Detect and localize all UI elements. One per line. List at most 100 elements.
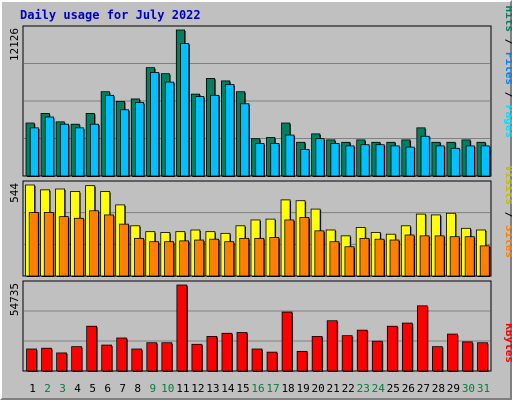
bar-kbytes-day-23 [356,329,368,372]
bar-files-day-24 [375,144,385,177]
bar-kbytes-day-24 [371,340,383,372]
bar-sites-day-18 [284,219,295,277]
bar-files-day-21 [330,143,340,177]
bar-files-day-20 [315,138,325,177]
bar-kbytes-day-12 [191,343,203,372]
bar-files-day-7 [120,109,130,177]
x-tick-label-day-11: 11 [176,382,189,395]
bar-files-day-11 [180,43,190,177]
x-tick-label-day-3: 3 [59,382,66,395]
bar-sites-day-22 [344,246,355,277]
bar-files-day-10 [165,81,175,177]
bar-sites-day-15 [239,237,250,277]
bar-files-day-12 [195,96,205,177]
bar-kbytes-day-9 [146,342,158,372]
legend-entry-sites: Sites [503,225,512,258]
bar-sites-day-25 [389,239,400,277]
bar-sites-day-19 [299,217,310,277]
bar-kbytes-day-31 [477,342,488,372]
bar-kbytes-day-6 [101,344,113,372]
bar-files-day-13 [210,94,220,177]
bar-sites-day-10 [164,241,174,277]
bar-files-day-27 [420,135,430,177]
bar-files-day-4 [74,127,84,177]
bar-kbytes-day-14 [221,332,233,372]
bar-sites-day-7 [119,223,129,277]
bar-kbytes-day-16 [251,348,263,372]
bar-files-day-18 [285,134,295,177]
bar-files-day-1 [29,127,39,177]
bar-sites-day-12 [194,239,205,277]
bar-sites-day-29 [449,236,460,277]
legend-hits-files-pages: Hits / Files / Pages [503,6,512,139]
x-tick-label-day-20: 20 [312,382,325,395]
bar-kbytes-day-30 [462,341,473,372]
x-tick-label-day-5: 5 [89,382,96,395]
legend-entry-visits: Visits [503,165,512,205]
bar-kbytes-day-17 [266,351,278,372]
x-tick-label-day-25: 25 [387,382,400,395]
x-tick-label-day-8: 8 [134,382,141,395]
bar-files-day-31 [480,145,490,177]
legend-entry-kbytes: KBytes [503,323,512,363]
bar-kbytes-day-15 [236,332,248,372]
bar-sites-day-26 [404,234,415,277]
bar-files-day-25 [390,145,400,177]
bar-sites-day-1 [28,212,39,277]
bar-sites-day-28 [434,235,445,277]
bar-kbytes-day-19 [296,350,308,372]
bar-files-day-19 [300,149,310,177]
bar-sites-day-3 [58,216,69,277]
x-tick-label-day-1: 1 [29,382,36,395]
bar-kbytes-day-8 [131,348,143,372]
x-tick-label-day-16: 16 [251,382,264,395]
bar-kbytes-day-3 [56,352,67,372]
legend-entry-pages: Pages [503,105,512,138]
x-tick-label-day-18: 18 [281,382,294,395]
bar-files-day-23 [360,144,370,177]
bar-kbytes-day-13 [206,336,218,372]
x-tick-label-day-15: 15 [236,382,249,395]
bar-files-day-17 [270,143,280,177]
bar-files-day-5 [89,123,100,177]
bar-files-day-15 [240,103,250,177]
x-tick-label-day-24: 24 [372,382,386,395]
bar-sites-day-5 [88,210,99,277]
x-tick-label-day-29: 29 [447,382,460,395]
bar-sites-day-9 [149,241,159,277]
x-tick-label-day-27: 27 [417,382,430,395]
x-tick-label-day-12: 12 [191,382,204,395]
bar-kbytes-day-28 [432,346,443,372]
bar-files-day-28 [435,145,445,177]
x-tick-label-day-30: 30 [462,382,475,395]
bar-sites-day-6 [104,214,114,277]
bar-files-day-26 [405,146,415,177]
bar-kbytes-day-27 [416,305,428,372]
bar-sites-day-27 [419,235,430,277]
bar-files-day-29 [450,147,460,177]
bar-sites-day-14 [224,241,235,277]
x-tick-label-day-17: 17 [266,382,279,395]
x-tick-label-day-23: 23 [357,382,370,395]
bar-sites-day-13 [209,238,220,277]
bar-sites-day-8 [134,237,144,277]
x-tick-label-day-26: 26 [402,382,415,395]
bar-kbytes-day-26 [401,322,413,372]
bar-kbytes-day-10 [161,342,173,372]
bar-kbytes-day-29 [447,333,458,372]
x-tick-label-day-13: 13 [206,382,219,395]
x-tick-label-day-4: 4 [74,382,81,395]
bar-kbytes-day-22 [341,335,353,372]
bar-sites-day-30 [464,236,475,277]
bar-sites-day-20 [314,230,325,277]
x-tick-label-day-7: 7 [119,382,126,395]
x-tick-label-day-2: 2 [44,382,51,395]
bar-files-day-22 [345,145,355,177]
bar-kbytes-day-4 [71,346,82,372]
bar-sites-day-17 [269,237,280,277]
bar-kbytes-day-2 [41,347,52,372]
x-tick-label-day-6: 6 [104,382,111,395]
x-tick-label-day-14: 14 [221,382,235,395]
legend-visits-sites: Visits / Sites [503,165,512,258]
